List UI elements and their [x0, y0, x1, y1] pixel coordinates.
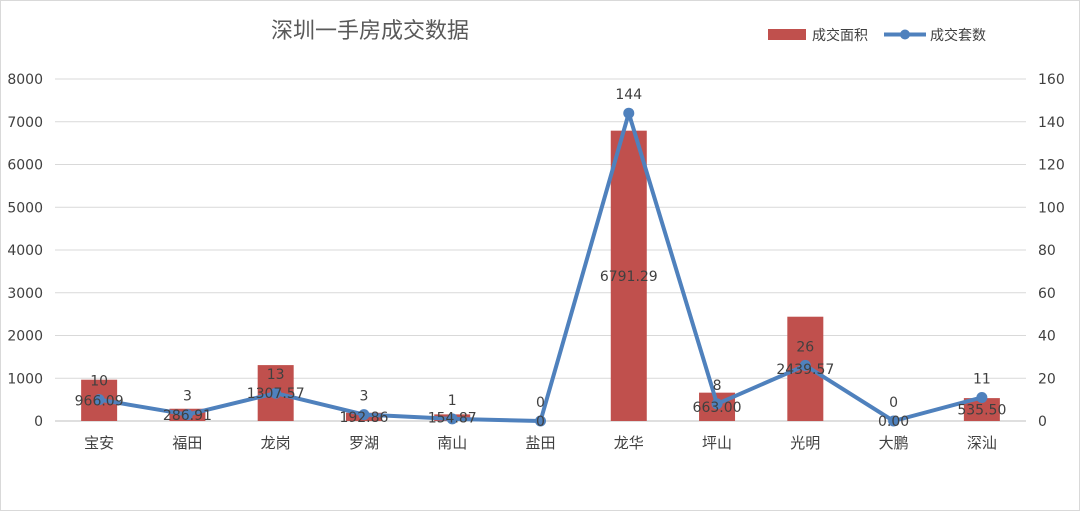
chart-title: 深圳一手房成交数据 [271, 19, 469, 44]
category-label: 光明 [790, 434, 820, 452]
y-left-tick-label: 7000 [7, 115, 43, 131]
legend-bar-swatch [768, 29, 806, 40]
x-axis-categories: 宝安 福田 龙岗 罗湖 南山 盐田 龙华 坪山 光明 大鹏 深汕 [84, 434, 997, 452]
category-label: 罗湖 [349, 434, 379, 452]
line-point [181, 409, 193, 421]
line-point [446, 413, 458, 425]
y-right-tick-label: 80 [1038, 243, 1056, 259]
y-right-tick-label: 40 [1038, 329, 1056, 345]
bar-value-label: 1307.57 [247, 386, 305, 402]
legend-bar-label: 成交面积 [812, 27, 868, 44]
line-value-label: 1 [448, 393, 457, 409]
bar-value-label: 663.00 [693, 400, 742, 416]
series-line [98, 111, 983, 423]
bar-value-label: 286.91 [163, 408, 212, 424]
line-point [799, 359, 811, 371]
category-label: 龙华 [614, 434, 644, 452]
bar-data-labels: 966.09 286.91 1307.57 192.86 154.87 0 6791.29 6… [75, 269, 1007, 430]
category-label: 深汕 [967, 434, 997, 452]
bar-value-label: 535.50 [957, 403, 1006, 419]
bar-value-label: 6791.29 [600, 269, 658, 285]
category-label: 坪山 [702, 434, 732, 452]
bar-value-label: 154.87 [428, 411, 477, 427]
line-point [623, 107, 635, 119]
category-label: 福田 [172, 434, 202, 452]
bar-value-label: 966.09 [75, 393, 124, 409]
line-value-label: 144 [615, 87, 642, 103]
line-value-label: 3 [183, 389, 192, 405]
legend-line-label: 成交套数 [930, 27, 986, 44]
line-series [93, 107, 988, 427]
y-axis-right: 0 20 40 60 80 100 120 140 160 [1038, 72, 1065, 430]
line-point [358, 409, 370, 421]
line-value-label: 0 [889, 395, 898, 411]
y-left-tick-label: 1000 [7, 371, 43, 387]
bar-value-label: 2439.57 [776, 362, 834, 378]
y-right-tick-label: 20 [1038, 371, 1056, 387]
category-label: 南山 [437, 434, 467, 452]
line-value-label: 3 [359, 389, 368, 405]
legend: 成交面积 成交套数 [768, 27, 986, 44]
line-value-label: 13 [267, 367, 285, 383]
line-value-label: 10 [90, 374, 108, 390]
y-right-tick-label: 60 [1038, 286, 1056, 302]
line-point [535, 415, 546, 427]
line-value-label: 11 [973, 371, 991, 387]
gridlines [55, 78, 1026, 422]
y-right-tick-label: 120 [1038, 158, 1065, 174]
line-point [270, 387, 282, 399]
y-left-tick-label: 4000 [7, 243, 43, 259]
y-left-tick-label: 2000 [7, 329, 43, 345]
y-left-tick-label: 6000 [7, 158, 43, 174]
y-right-tick-label: 100 [1038, 200, 1065, 216]
bar-series [81, 130, 1000, 421]
category-label: 大鹏 [879, 434, 909, 452]
line-value-label: 8 [713, 378, 722, 394]
y-left-tick-label: 5000 [7, 200, 43, 216]
y-right-tick-label: 0 [1038, 414, 1047, 430]
y-axis-left: 0 1000 2000 3000 4000 5000 6000 7000 8000 [7, 72, 43, 430]
line-point [976, 391, 988, 403]
y-left-tick-label: 8000 [7, 72, 43, 88]
bar [963, 398, 1000, 421]
bar-value-label: 0.00 [878, 414, 909, 430]
bar-value-label: 192.86 [339, 410, 388, 426]
category-label: 盐田 [525, 434, 555, 452]
category-label: 龙岗 [261, 434, 291, 452]
bar-value-label: 0 [536, 414, 545, 430]
legend-line-marker [900, 29, 910, 40]
bar [610, 130, 647, 421]
line-point [711, 398, 723, 410]
line-point [93, 394, 105, 406]
y-left-tick-label: 0 [34, 414, 43, 430]
category-label: 宝安 [84, 434, 114, 452]
line-point [888, 415, 900, 427]
y-left-tick-label: 3000 [7, 286, 43, 302]
line-value-label: 0 [536, 395, 545, 411]
line-value-label: 26 [796, 339, 814, 355]
y-right-tick-label: 160 [1038, 72, 1065, 88]
y-right-tick-label: 140 [1038, 115, 1065, 131]
